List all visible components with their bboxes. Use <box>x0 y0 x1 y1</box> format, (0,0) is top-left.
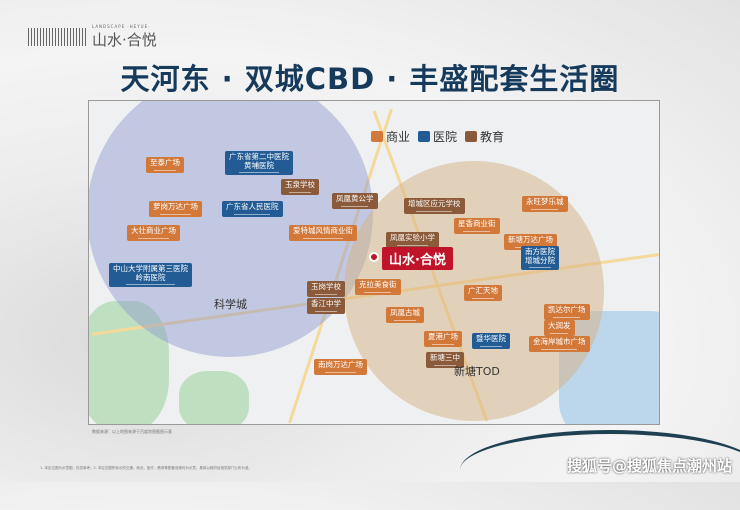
poi-education[interactable]: 香江中学 <box>307 298 345 314</box>
area-label: 科学城 <box>214 298 247 311</box>
poi-hospital[interactable]: 暨华医院 <box>472 333 510 349</box>
poi-commerce[interactable]: 克拉美食街 <box>355 279 401 295</box>
poi-education[interactable]: 凤凰黄公学 <box>332 193 378 209</box>
footnote: 1. 本区位图为示意图，仅供参考；2. 本区位图所标示的交通、商业、医疗、教育等… <box>40 466 252 470</box>
poi-commerce[interactable]: 金海岸城市广场 <box>529 336 590 352</box>
poi-commerce[interactable]: 凯达尔广场 <box>544 304 590 320</box>
poi-commerce[interactable]: 永旺梦乐城 <box>522 196 568 212</box>
poi-hospital[interactable]: 广东省第二中医院 黄埔医院 <box>225 151 293 176</box>
poi-commerce[interactable]: 凤凰古城 <box>386 307 424 323</box>
poi-commerce[interactable]: 广汇天地 <box>464 285 502 301</box>
poi-hospital[interactable]: 中山大学附属第三医院 岭南医院 <box>109 263 192 288</box>
decorative-arc <box>460 430 740 510</box>
source-note: 数据来源：以上地图来源于百度地图截图示意 <box>92 429 172 434</box>
area-label: 新塘TOD <box>454 365 500 378</box>
poi-commerce[interactable]: 夏港广场 <box>424 331 462 347</box>
logo-name: 山水·合悦 <box>92 31 157 49</box>
poi-education[interactable]: 玉泉学校 <box>281 179 319 195</box>
project-location-marker <box>369 252 379 262</box>
map[interactable]: 商业 医院 教育 至泰广场 萝岗万达广场 大壮商业广场 爱特城风情商业街 克拉美… <box>88 100 660 425</box>
poi-commerce[interactable]: 星香商业街 <box>454 218 500 234</box>
legend-education: 教育 <box>465 128 504 145</box>
project-label[interactable]: 山水·合悦 <box>382 247 453 270</box>
poi-education[interactable]: 新塘三中 <box>426 352 464 368</box>
logo-subtitle: LANDSCAPE ·HEYUE· <box>92 24 151 29</box>
poi-education[interactable]: 玉岗学校 <box>307 281 345 297</box>
legend-hospital: 医院 <box>418 128 457 145</box>
poi-hospital[interactable]: 南方医院 增城分院 <box>521 246 559 271</box>
poi-hospital[interactable]: 广东省人民医院 <box>222 201 283 217</box>
poi-commerce[interactable]: 萝岗万达广场 <box>149 201 202 217</box>
legend-commerce: 商业 <box>371 128 410 145</box>
poi-commerce[interactable]: 大润发 <box>544 320 575 336</box>
logo: LANDSCAPE ·HEYUE· 山水·合悦 <box>28 24 157 50</box>
poi-commerce[interactable]: 大壮商业广场 <box>127 225 180 241</box>
poi-commerce[interactable]: 爱特城风情商业街 <box>289 225 357 241</box>
watermark: 搜狐号@搜狐焦点潮州站 <box>566 457 732 475</box>
poi-commerce[interactable]: 至泰广场 <box>146 157 184 173</box>
logo-mark <box>28 28 86 46</box>
poi-commerce[interactable]: 南岗万达广场 <box>314 359 367 375</box>
page-title: 天河东 · 双城CBD · 丰盛配套生活圈 <box>120 62 620 96</box>
poi-education[interactable]: 增城区应元学校 <box>404 198 465 214</box>
legend: 商业 医院 教育 <box>371 128 504 145</box>
poi-education[interactable]: 凤凰实验小学 <box>386 232 439 248</box>
